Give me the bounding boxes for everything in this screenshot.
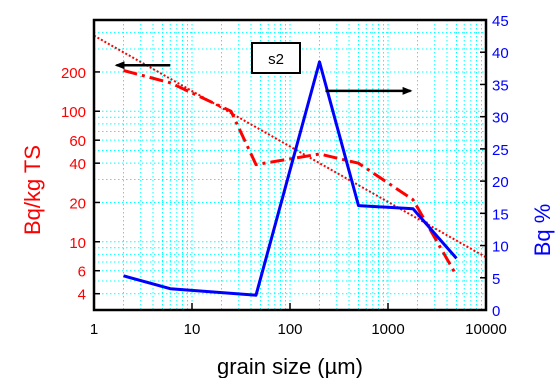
y-right-tick-label: 45 [492, 13, 509, 30]
y-left-tick-label: 20 [69, 195, 86, 212]
y-right-tick-label: 15 [492, 206, 509, 223]
annotation-label: s2 [268, 51, 284, 68]
x-axis-title: grain size (µm) [217, 354, 363, 378]
x-tick-label: 10000 [465, 321, 507, 338]
x-tick-label: 10 [184, 321, 201, 338]
y-left-tick-label: 60 [69, 133, 86, 150]
y-left-tick-label: 200 [61, 65, 86, 82]
annotation-box: s2 [252, 43, 300, 73]
y-right-tick-label: 0 [492, 303, 500, 320]
y-left-tick-label: 100 [61, 104, 86, 121]
y-right-tick-label: 35 [492, 77, 509, 94]
x-tick-label: 1 [90, 321, 98, 338]
y-axis-right-title: Bq % [530, 204, 555, 257]
y-right-tick-label: 25 [492, 142, 509, 159]
y-right-tick-label: 5 [492, 271, 500, 288]
y-left-tick-label: 10 [69, 235, 86, 252]
y-axis-left-title: Bq/kg TS [20, 145, 45, 235]
y-left-tick-label: 4 [78, 287, 86, 304]
y-left-tick-label: 40 [69, 156, 86, 173]
y-right-tick-label: 20 [492, 174, 509, 191]
y-right-tick-label: 40 [492, 45, 509, 62]
y-right-tick-label: 30 [492, 110, 509, 127]
y-left-tick-label: 6 [78, 264, 86, 281]
y-right-tick-label: 10 [492, 239, 509, 256]
x-tick-label: 100 [277, 321, 302, 338]
x-axis: 1 10 100 1000 10000 [90, 303, 507, 338]
x-tick-label: 1000 [371, 321, 404, 338]
y-axis-right: 0 5 10 15 20 25 30 35 40 45 [480, 13, 509, 320]
